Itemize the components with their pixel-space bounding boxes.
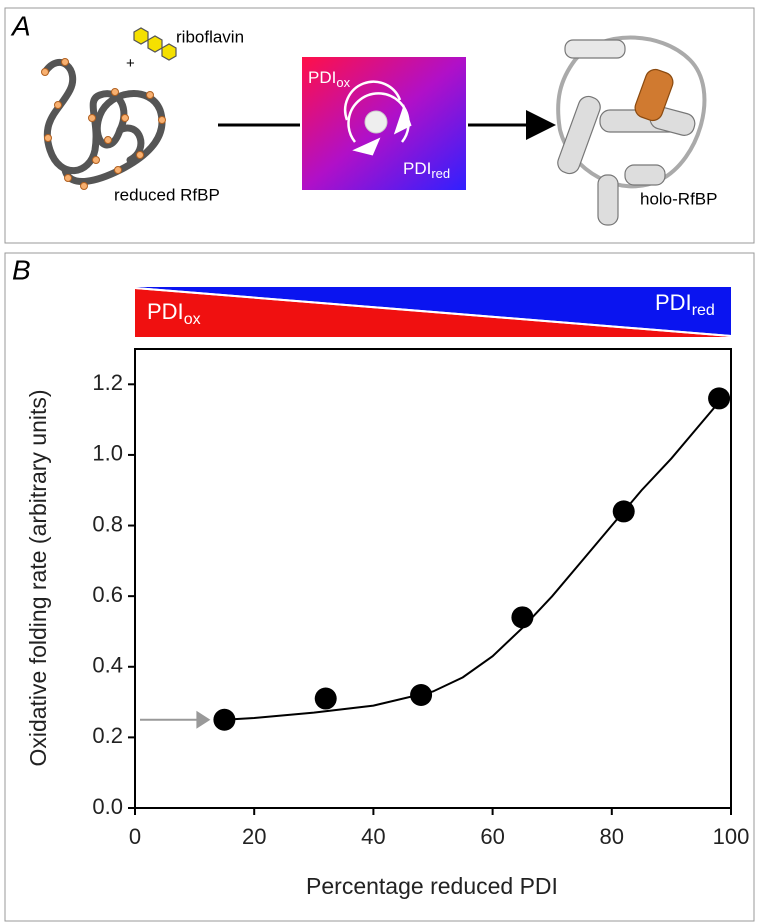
pdi-main: PDI	[308, 68, 336, 87]
panel-label: B	[12, 254, 31, 285]
gradient-divider	[134, 287, 732, 337]
data-point	[314, 687, 337, 710]
y-tick-label: 0.6	[92, 582, 123, 607]
x-tick-label: 100	[713, 824, 750, 849]
plot: 0.0 0.2 0.4 0.6 0.8 1.0 1.2 0 20 40 60 80 100	[92, 348, 750, 849]
fit-curve	[224, 401, 720, 721]
panel-label: A	[10, 10, 31, 41]
x-tick-label: 20	[242, 824, 266, 849]
y-axis-label: Oxidative folding rate (arbitrary units)	[25, 389, 51, 766]
data-point	[708, 387, 731, 410]
x-tick-label: 40	[361, 824, 385, 849]
gradient-left-label: PDIox	[147, 299, 201, 328]
x-tick-label: 60	[480, 824, 504, 849]
panel-b-frame	[4, 252, 755, 922]
unfolded-protein	[41, 58, 166, 186]
pdi-ox-label: PDIox	[308, 68, 351, 90]
x-axis-label: Percentage reduced PDI	[306, 873, 558, 899]
ligand-label: riboflavin	[176, 27, 244, 46]
gradient-right-label: PDIred	[655, 290, 715, 319]
pdi-main: PDI	[655, 290, 692, 315]
product-label: holo-RfBP	[640, 189, 717, 208]
pdi-sub: ox	[184, 311, 201, 328]
riboflavin-icon	[133, 27, 177, 61]
pdi-sphere	[364, 110, 388, 134]
y-tick-label: 0.0	[92, 794, 123, 819]
pdi-sub: red	[692, 302, 715, 319]
plus-sign: +	[126, 55, 135, 72]
x-tick-label: 0	[129, 824, 141, 849]
cysteine-dots	[41, 58, 166, 190]
y-tick-label: 0.4	[92, 653, 123, 678]
x-tick-label: 80	[600, 824, 624, 849]
plot-frame	[134, 348, 732, 809]
data-point	[511, 606, 534, 629]
substrate-label: reduced RfBP	[114, 185, 220, 204]
folded-protein	[556, 35, 707, 226]
y-tick-label: 0.2	[92, 723, 123, 748]
redox-cycle	[343, 80, 412, 156]
baseline-arrowhead	[196, 710, 211, 729]
pdi-sub: red	[431, 166, 450, 181]
pdi-sub: ox	[336, 75, 350, 90]
pdi-main: PDI	[403, 159, 431, 178]
panel-a-frame	[4, 7, 755, 244]
y-tick-label: 0.8	[92, 511, 123, 536]
pdi-red-label: PDIred	[403, 159, 450, 181]
pdi-main: PDI	[147, 299, 184, 324]
y-tick-label: 1.2	[92, 370, 123, 395]
y-tick-label: 1.0	[92, 441, 123, 466]
